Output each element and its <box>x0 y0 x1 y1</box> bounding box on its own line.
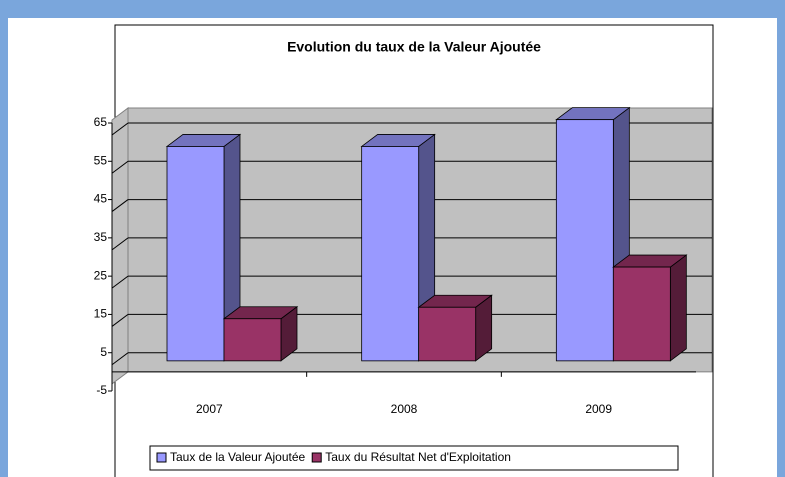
grid-line-side <box>111 160 129 174</box>
bar-front <box>166 146 225 362</box>
legend-box <box>149 445 679 471</box>
y-tick-label: 35 <box>94 230 108 244</box>
grid-line-side <box>111 237 129 251</box>
bar-front <box>555 119 614 362</box>
grid-line-side <box>111 199 129 212</box>
legend-label: Taux du Résultat Net d'Exploitation <box>325 450 511 464</box>
grid-line-side <box>111 275 129 289</box>
bar <box>222 305 299 362</box>
bar <box>612 254 688 362</box>
y-tick-label: -5 <box>96 383 107 397</box>
side-wall <box>111 107 129 385</box>
x-tick-label: 2009 <box>585 402 612 416</box>
bar <box>417 294 493 362</box>
bar-side <box>669 254 687 362</box>
grid-line-side <box>111 314 129 327</box>
y-tick-label: 65 <box>94 115 108 129</box>
x-tick-label: 2008 <box>391 402 418 416</box>
chart-title: Evolution du taux de la Valeur Ajoutée <box>287 39 541 55</box>
grid-line-side <box>111 122 129 136</box>
grid-line-side <box>111 352 129 366</box>
legend-swatch <box>156 452 167 463</box>
legend-swatch <box>311 452 322 463</box>
bar-front <box>223 318 282 362</box>
y-tick-label: 5 <box>100 345 107 359</box>
bar-front <box>612 266 671 362</box>
x-tick-label: 2007 <box>196 402 223 416</box>
y-tick-label: 55 <box>94 153 108 167</box>
y-tick-label: 45 <box>94 192 108 206</box>
y-tick-label: 15 <box>94 307 108 321</box>
legend-label: Taux de la Valeur Ajoutée <box>170 450 306 464</box>
bar-front <box>418 306 477 362</box>
y-tick-label: 25 <box>94 268 108 282</box>
bar <box>165 133 242 362</box>
bar-front <box>361 146 420 362</box>
